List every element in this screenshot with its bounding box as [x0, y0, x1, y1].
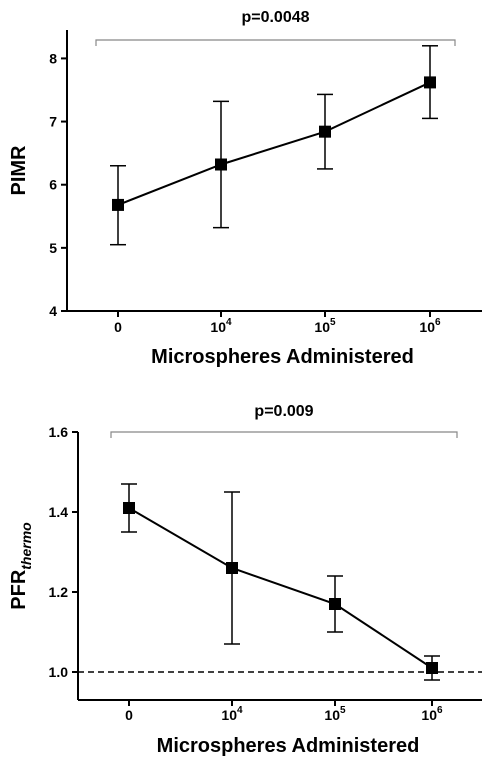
y-axis-label: PIMR [8, 145, 30, 196]
x-axis-label: Microspheres Administered [151, 346, 414, 368]
data-point [226, 562, 238, 574]
p-value-annotation: p=0.0048 [241, 9, 309, 26]
series-line [128, 507, 433, 669]
pfr-chart: 1.0 1.2 1.4 1.6 0 104 105 106 p=0.009 Microsphere… [8, 403, 482, 757]
y-tick-label: 7 [49, 114, 57, 130]
y-axis-label: PFRthermo [8, 522, 34, 610]
y-tick-label: 6 [49, 177, 57, 193]
x-tick-label: 104 [221, 705, 243, 723]
significance-bracket [110, 431, 458, 438]
data-point [329, 598, 341, 610]
series-line [117, 81, 431, 206]
y-tick-label: 4 [49, 303, 57, 319]
x-tick-label: 106 [419, 317, 441, 335]
p-value-annotation: p=0.009 [254, 403, 313, 420]
data-point [112, 198, 124, 211]
data-point [215, 158, 227, 171]
y-tick-label: 1.0 [49, 664, 69, 680]
y-tick-label: 1.6 [49, 424, 69, 440]
x-tick-label: 104 [210, 317, 232, 335]
x-tick-label: 0 [125, 707, 133, 723]
y-tick-label: 8 [49, 50, 57, 66]
y-tick-label: 5 [49, 240, 57, 256]
x-tick-label: 105 [314, 317, 336, 335]
y-tick-label: 1.4 [49, 504, 69, 520]
x-tick-label: 0 [114, 319, 122, 335]
x-tick-label: 105 [324, 705, 346, 723]
y-tick-label: 1.2 [49, 584, 69, 600]
pimr-chart: 4 5 6 7 8 0 104 105 106 p=0.0048 Microspheres Admi… [8, 9, 482, 368]
data-point [424, 76, 436, 89]
significance-bracket [95, 39, 456, 46]
data-point [319, 125, 331, 138]
x-tick-label: 106 [421, 705, 443, 723]
data-point [426, 662, 438, 674]
x-axis-label: Microspheres Administered [157, 735, 420, 757]
data-point [123, 502, 135, 514]
